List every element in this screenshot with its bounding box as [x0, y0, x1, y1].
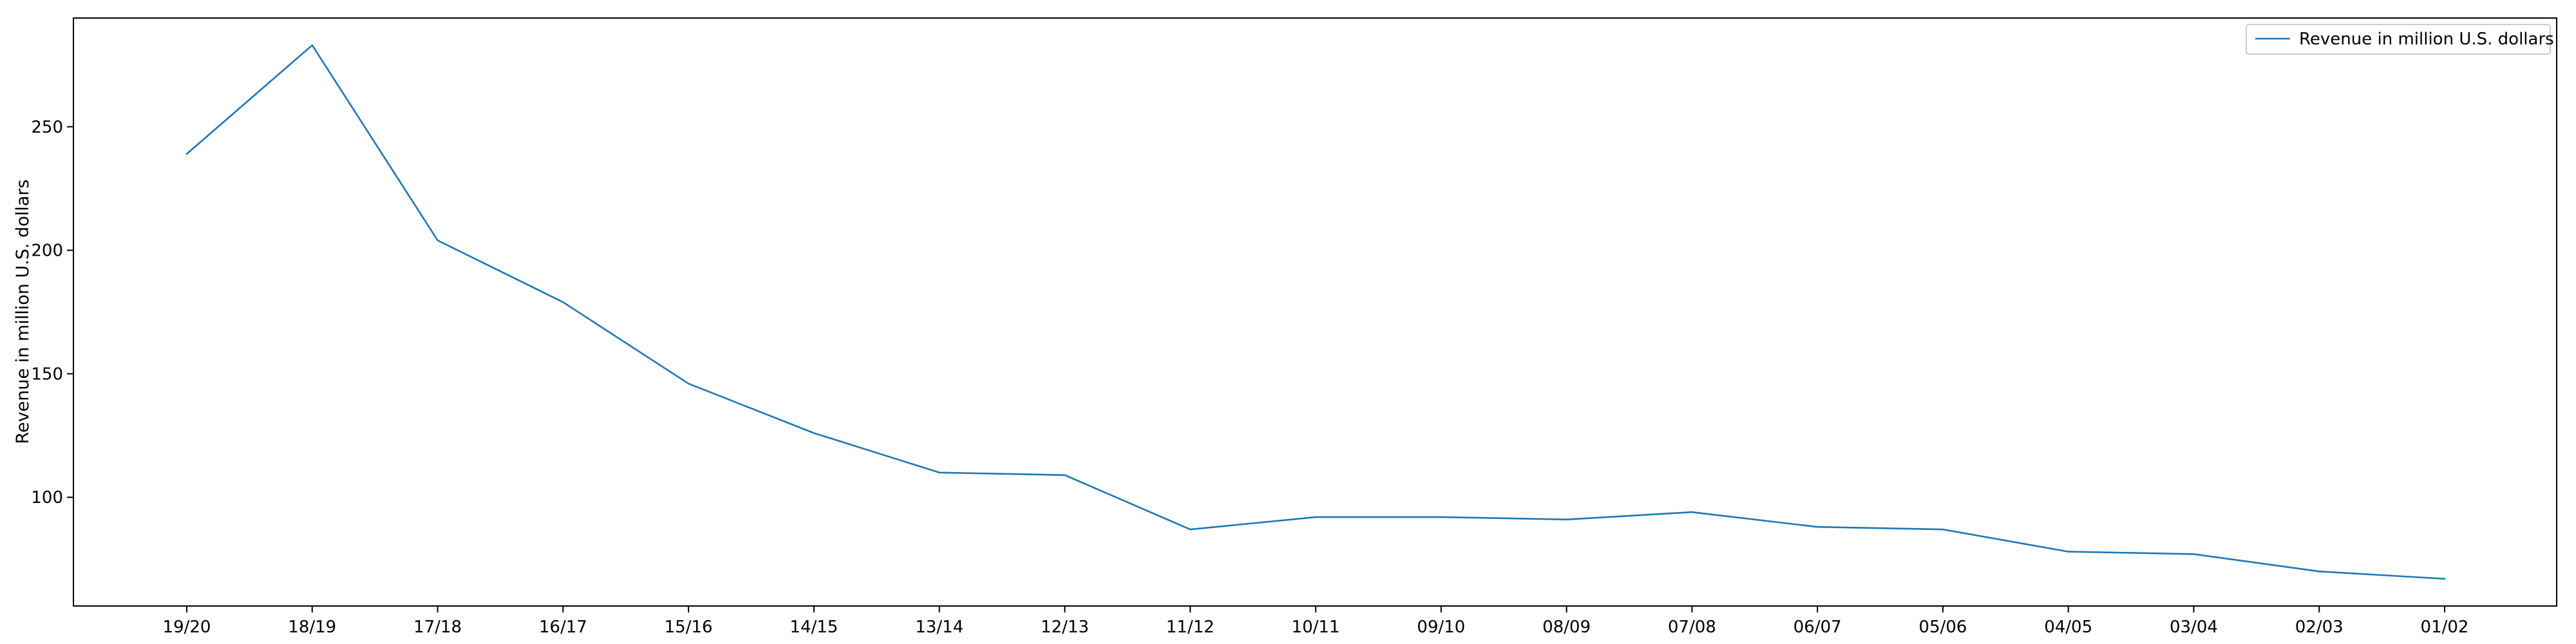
x-tick-label: 08/09: [1542, 618, 1591, 637]
x-tick-label: 05/06: [1918, 618, 1967, 637]
x-tick-label: 02/03: [2295, 618, 2344, 637]
legend: Revenue in million U.S. dollars: [2246, 24, 2554, 55]
x-tick-label: 13/14: [915, 618, 963, 637]
x-tick-label: 17/18: [413, 618, 462, 637]
x-tick-label: 16/17: [539, 618, 587, 637]
series-line-revenue: [185, 44, 2446, 580]
y-tick-label: 100: [31, 488, 63, 507]
x-tick-label: 01/02: [2421, 618, 2469, 637]
plot-frame: [73, 17, 2557, 607]
y-tick-label: 150: [31, 365, 63, 384]
x-tick-label: 06/07: [1794, 618, 1842, 637]
legend-label: Revenue in million U.S. dollars: [2299, 30, 2554, 49]
y-axis-ticks: 100 150 200 250: [31, 118, 73, 507]
x-tick-label: 19/20: [163, 618, 211, 637]
plot-area: [73, 18, 2557, 606]
x-tick-label: 07/08: [1668, 618, 1716, 637]
x-tick-label: 15/16: [665, 618, 713, 637]
x-tick-label: 04/05: [2044, 618, 2092, 637]
x-tick-label: 11/12: [1166, 618, 1215, 637]
x-tick-label: 14/15: [790, 618, 838, 637]
x-tick-label: 10/11: [1292, 618, 1340, 637]
x-tick-label: 18/19: [288, 618, 336, 637]
x-axis-ticks: 19/20 18/19 17/18 16/17 15/16 14/15 13/14 12/13…: [163, 606, 2469, 637]
x-tick-label: 03/04: [2170, 618, 2218, 637]
legend-frame: [2246, 24, 2551, 55]
y-tick-label: 200: [31, 242, 63, 261]
y-axis-label: Revenue in million U.S. dollars: [13, 180, 33, 444]
y-tick-label: 250: [31, 118, 63, 137]
x-tick-label: 09/10: [1417, 618, 1465, 637]
x-tick-label: 12/13: [1041, 618, 1089, 637]
